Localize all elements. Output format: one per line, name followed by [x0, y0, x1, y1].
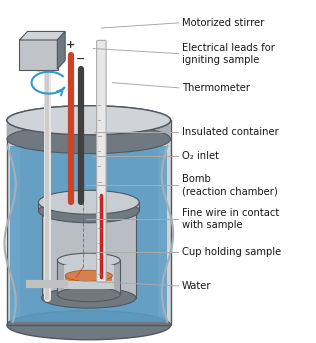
- Polygon shape: [7, 120, 20, 325]
- Polygon shape: [20, 32, 65, 40]
- Ellipse shape: [7, 125, 171, 154]
- FancyBboxPatch shape: [19, 39, 58, 70]
- Polygon shape: [57, 32, 65, 69]
- Ellipse shape: [65, 270, 112, 281]
- Text: Fine wire in contact
with sample: Fine wire in contact with sample: [182, 208, 279, 230]
- Polygon shape: [7, 120, 171, 139]
- Text: Cup holding sample: Cup holding sample: [182, 247, 281, 257]
- Polygon shape: [65, 275, 112, 281]
- Polygon shape: [7, 120, 171, 325]
- Text: Thermometer: Thermometer: [182, 83, 250, 93]
- Text: O₂ inlet: O₂ inlet: [182, 151, 219, 161]
- Ellipse shape: [57, 253, 120, 268]
- Ellipse shape: [7, 106, 171, 135]
- Text: Electrical leads for
igniting sample: Electrical leads for igniting sample: [182, 43, 275, 64]
- Polygon shape: [10, 146, 167, 322]
- Text: Water: Water: [182, 281, 211, 291]
- Ellipse shape: [42, 288, 136, 308]
- Ellipse shape: [39, 199, 139, 223]
- Ellipse shape: [39, 190, 139, 214]
- Polygon shape: [42, 202, 136, 298]
- Polygon shape: [57, 260, 120, 295]
- Ellipse shape: [57, 287, 120, 301]
- Ellipse shape: [42, 192, 136, 213]
- Text: +: +: [66, 40, 75, 50]
- Ellipse shape: [7, 106, 171, 135]
- Text: Motorized stirrer: Motorized stirrer: [182, 18, 264, 28]
- Text: Insulated container: Insulated container: [182, 127, 278, 137]
- Polygon shape: [158, 120, 171, 325]
- Ellipse shape: [7, 311, 171, 340]
- Polygon shape: [39, 202, 139, 211]
- Polygon shape: [64, 265, 114, 289]
- FancyBboxPatch shape: [97, 40, 106, 282]
- Text: Bomb
(reaction chamber): Bomb (reaction chamber): [182, 174, 277, 196]
- Text: −: −: [76, 54, 86, 64]
